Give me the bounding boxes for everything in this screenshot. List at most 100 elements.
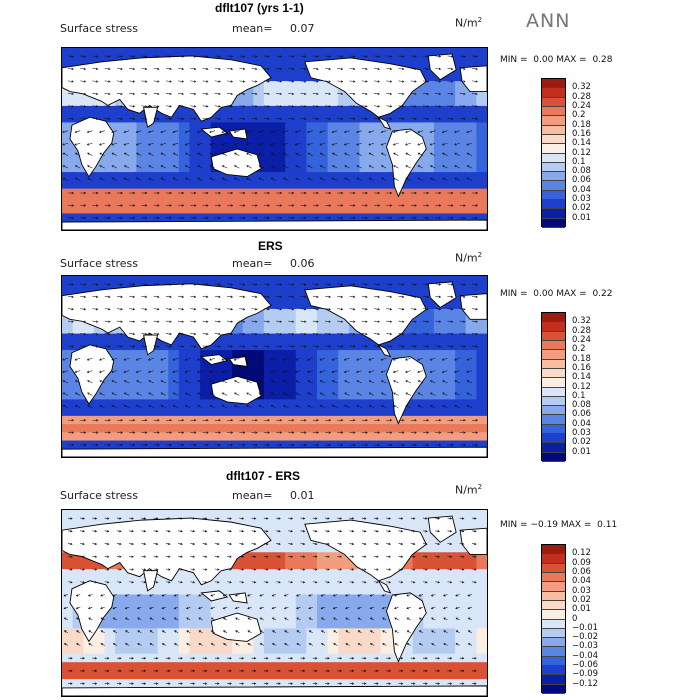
units-label: N/m2 [455,251,483,265]
field-cell [221,594,233,604]
field-cell [115,350,127,359]
stress-vector-arrow [454,142,460,146]
field-cell [62,594,74,604]
stress-vector-arrow [202,204,209,207]
field-cell [476,114,487,124]
field-cell [327,188,339,198]
stress-vector-arrow [467,617,473,621]
field-cell [168,188,180,198]
stress-map [61,47,488,231]
stress-vector-arrow [190,542,196,546]
field-cell [412,645,424,655]
stress-vector-arrow [263,332,270,336]
stress-vector-arrow [251,295,258,298]
stress-vector-arrow [417,392,424,396]
field-cell [380,432,392,442]
stress-vector-arrow [129,191,136,195]
stress-vector-arrow [222,643,228,646]
stress-vector-arrow [435,332,442,336]
stress-vector-arrow [161,594,166,597]
stress-vector-arrow [190,669,196,673]
stress-vector-arrow [190,682,196,685]
field-cell [232,424,244,433]
stress-vector-arrow [423,191,430,195]
field-cell [200,603,212,613]
stress-vector-arrow [349,431,356,434]
field-cell [253,358,265,368]
field-cell [295,358,307,368]
stress-vector-arrow [67,191,75,195]
stress-vector-arrow [210,606,215,610]
colorbar-level-label: 0.18 [572,353,591,364]
field-cell [83,440,95,450]
field-cell [465,391,477,400]
field-cell [423,72,435,82]
colorbar-level-label: −0.12 [572,678,599,689]
stress-vector-arrow [361,517,367,520]
stress-vector-arrow [246,165,252,169]
field-cell [242,399,254,409]
field-cell [157,510,169,520]
stress-vector-arrow [227,105,234,108]
field-cell [242,147,254,157]
field-cell [253,333,265,343]
stress-vector-arrow [165,580,171,584]
stress-vector-arrow [369,594,375,597]
stress-vector-arrow [435,517,440,520]
field-cell [147,619,159,629]
field-cell [306,611,318,621]
stress-vector-arrow [239,295,246,298]
field-cell [412,518,424,528]
stress-vector-arrow [153,204,160,207]
stress-vector-arrow [178,332,185,336]
stress-vector-arrow [227,67,234,71]
field-cell [359,391,371,400]
stress-vector-arrow [141,295,148,298]
stress-vector-arrow [74,380,81,384]
stress-vector-arrow [221,152,228,156]
stress-vector-arrow [294,370,301,373]
field-cell [306,284,318,294]
stress-vector-arrow [239,568,245,571]
stress-vector-arrow [263,117,270,120]
variable-label: Surface stress [60,489,138,502]
field-cell [62,552,74,562]
field-cell [327,603,339,613]
stress-vector-arrow [345,643,350,646]
colorbar-swatch [542,162,565,173]
stress-vector-arrow [210,643,216,646]
field-cell [72,415,84,425]
field-cell [423,172,435,181]
field-cell [295,518,307,528]
stress-vector-arrow [161,643,167,646]
stress-vector-arrow [104,216,111,220]
field-cell [423,594,435,604]
field-cell [189,586,201,596]
stress-vector-arrow [263,204,270,207]
field-cell [242,510,254,520]
stress-vector-arrow [80,529,85,533]
field-cell [338,213,350,223]
field-cell [295,292,307,302]
stress-vector-arrow [435,529,440,533]
field-cell [476,213,487,223]
stress-vector-arrow [295,380,301,384]
stress-vector-arrow [104,656,110,660]
field-cell [200,358,212,368]
stress-vector-arrow [410,191,417,195]
field-cell [380,172,392,181]
stress-vector-arrow [116,80,123,83]
stress-vector-arrow [459,332,466,336]
field-cell [242,56,254,66]
field-cell [168,636,180,646]
stress-vector-arrow [251,80,258,83]
stress-vector-arrow [373,320,380,323]
field-cell [317,180,329,190]
field-cell [210,636,222,646]
field-cell [295,180,307,190]
stress-vector-arrow [214,682,220,685]
field-cell [221,653,233,663]
stress-vector-arrow [442,177,448,181]
field-cell [242,653,254,663]
field-cell [274,276,286,285]
